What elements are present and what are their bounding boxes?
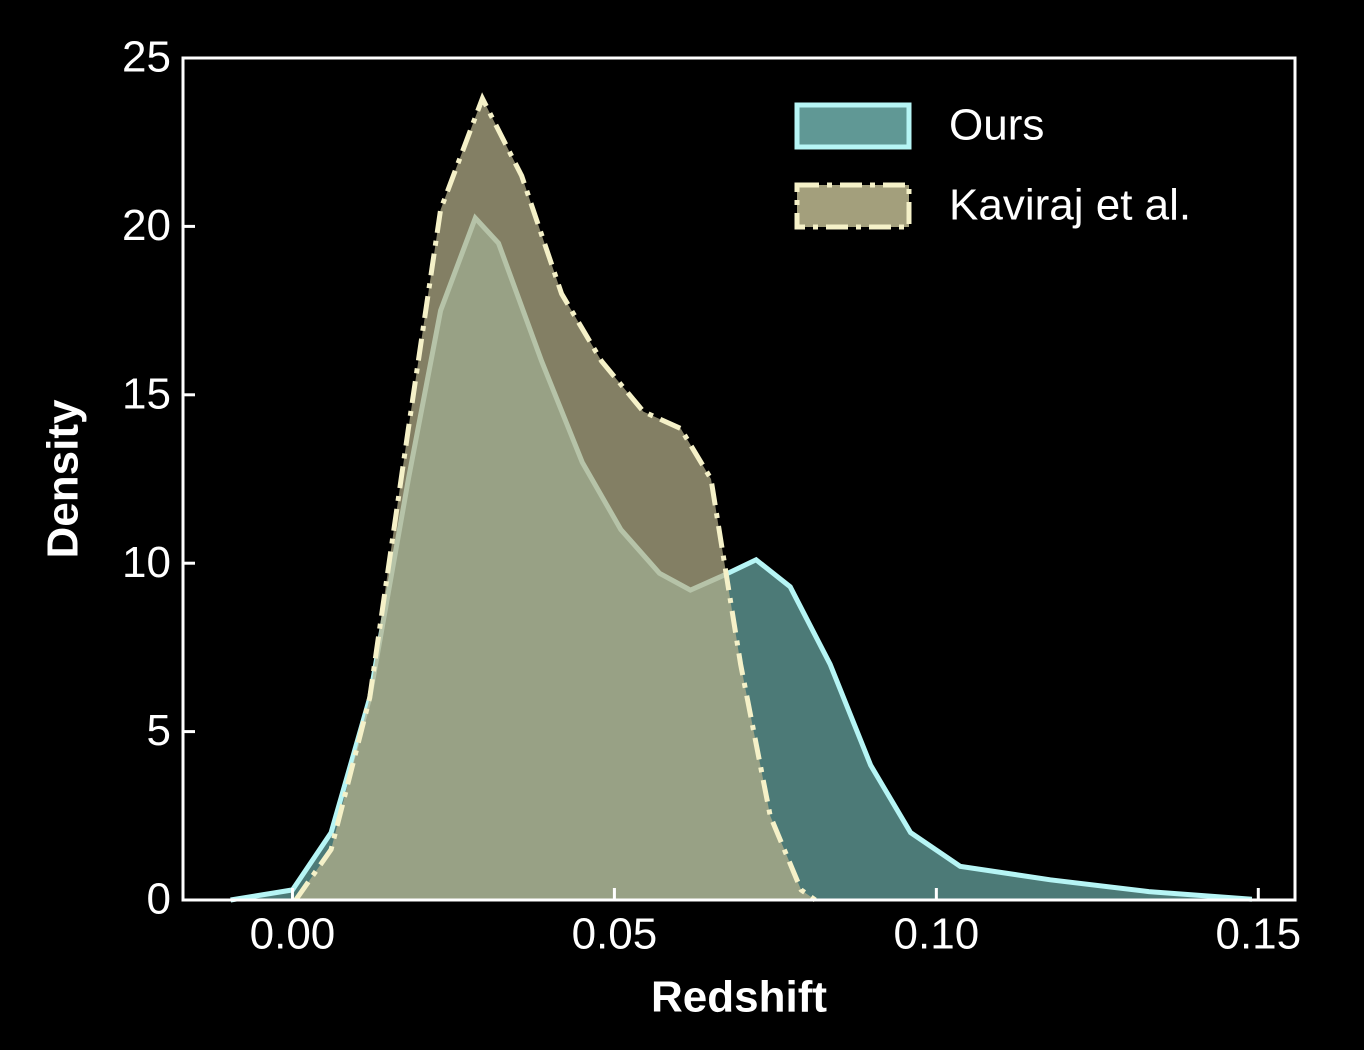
legend-label: Kaviraj et al. xyxy=(949,181,1191,230)
y-tick-label: 20 xyxy=(122,201,171,250)
y-axis-label: Density xyxy=(39,399,88,558)
plot-frame xyxy=(181,56,1297,902)
y-tick-label: 15 xyxy=(122,369,171,418)
area-fill xyxy=(295,98,816,900)
x-tick-label: 0.05 xyxy=(572,910,658,959)
x-tick-label: 0.15 xyxy=(1215,910,1301,959)
x-tick-label: 0.10 xyxy=(894,910,980,959)
x-axis-label: Redshift xyxy=(651,973,827,1022)
y-tick-label: 0 xyxy=(147,875,171,924)
legend-swatch xyxy=(794,182,912,230)
area-line xyxy=(293,92,817,903)
y-tick-label: 5 xyxy=(147,706,171,755)
y-tick-label: 25 xyxy=(122,33,171,82)
x-tick-label: 0.00 xyxy=(250,910,336,959)
y-tick-label: 10 xyxy=(122,538,171,587)
legend-swatch xyxy=(794,102,912,150)
legend-label: Ours xyxy=(949,101,1044,150)
